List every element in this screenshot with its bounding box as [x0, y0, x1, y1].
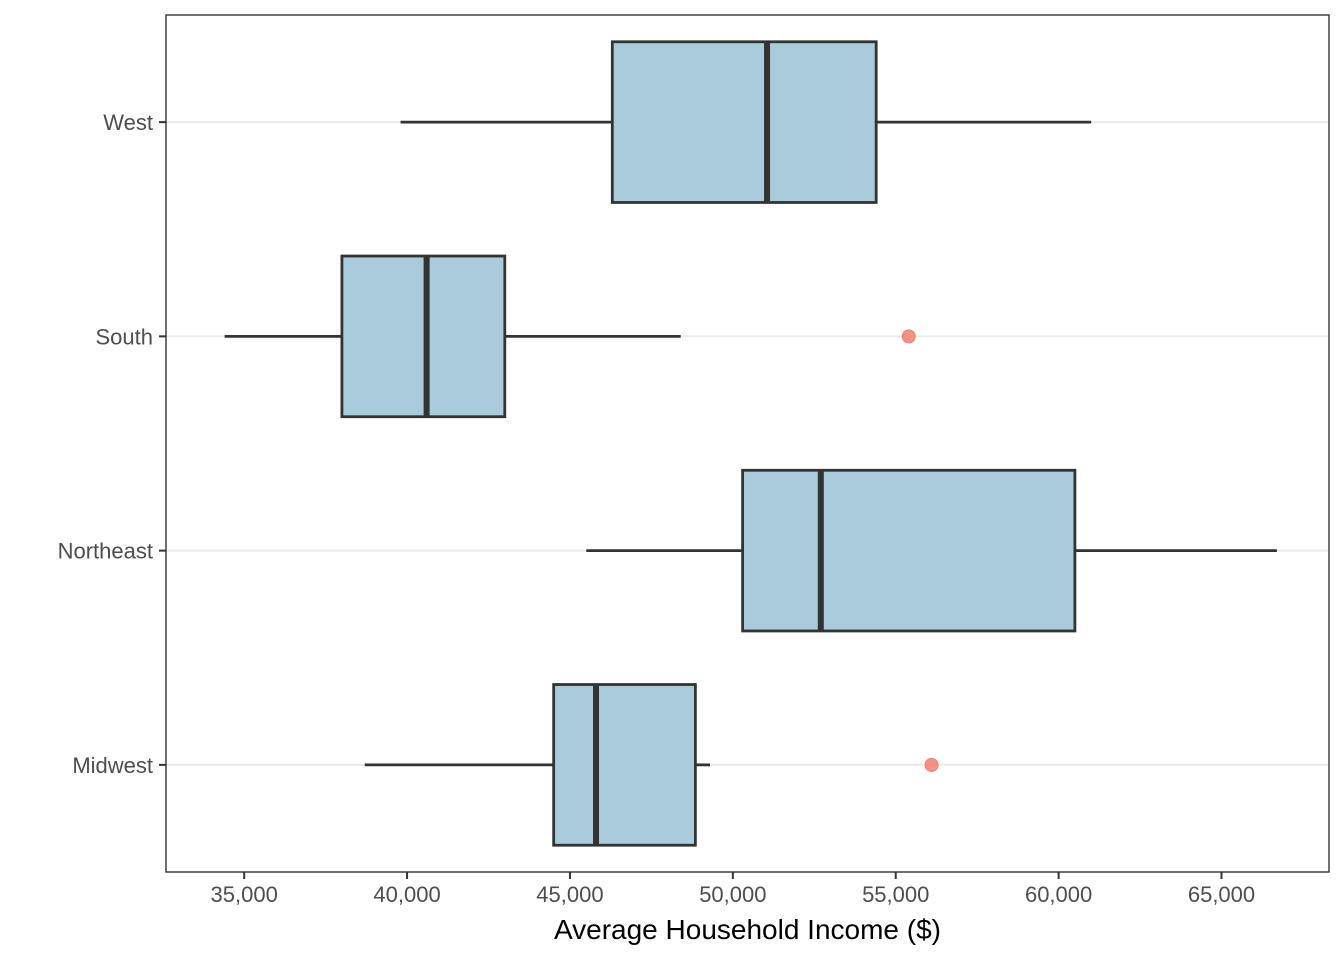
panel-border — [165, 14, 1330, 873]
x-tick-label-65000: 65,000 — [1188, 882, 1255, 907]
x-tick-label-50000: 50,000 — [699, 882, 766, 907]
x-tick-label-60000: 60,000 — [1025, 882, 1092, 907]
box-northeast — [741, 468, 1077, 633]
y-tick-label-midwest: Midwest — [72, 753, 153, 778]
axes: Midwest Northeast South West 35,000 40,000 45,… — [58, 110, 1256, 907]
x-tick-label-35000: 35,000 — [211, 882, 278, 907]
boxes — [224, 40, 1277, 847]
box-west — [610, 40, 878, 204]
x-tick-label-55000: 55,000 — [862, 882, 929, 907]
box-midwest — [552, 683, 697, 847]
x-axis-title: Average Household Income ($) — [554, 914, 941, 945]
box-south — [340, 254, 507, 419]
x-tick-label-45000: 45,000 — [536, 882, 603, 907]
x-tick-label-40000: 40,000 — [373, 882, 440, 907]
y-tick-label-west: West — [103, 110, 153, 135]
outlier-point-midwest-0 — [924, 757, 939, 772]
y-tick-label-northeast: Northeast — [58, 539, 153, 564]
outlier-point-south-0 — [901, 329, 916, 344]
y-tick-label-south: South — [96, 324, 154, 349]
